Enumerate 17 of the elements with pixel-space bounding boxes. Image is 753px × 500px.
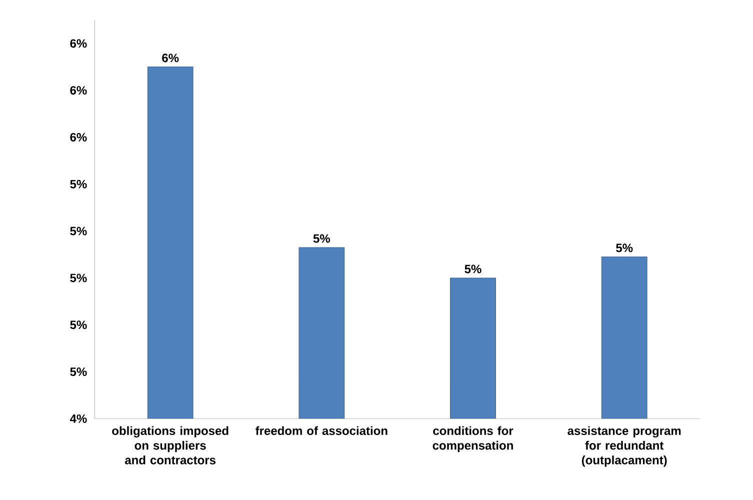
y-tick-label: 5% (70, 226, 87, 236)
x-tick-label: conditions for compensation (432, 426, 514, 452)
data-label: 6% (162, 54, 179, 62)
y-tick-label: 6% (70, 86, 87, 95)
x-tick-label: freedom of association (256, 426, 388, 436)
y-tick-label: 6% (70, 133, 87, 142)
data-label: 5% (313, 234, 330, 243)
data-label: 5% (464, 264, 482, 274)
data-label: 5% (616, 244, 633, 252)
y-tick-label: 5% (70, 320, 87, 330)
y-tick-label: 5% (70, 368, 87, 376)
x-tick-label: obligations imposed on suppliers and contractors (112, 426, 228, 464)
y-tick-label: 5% (70, 180, 87, 188)
y-tick-label: 4% (70, 414, 87, 423)
y-tick-label: 6% (70, 39, 87, 48)
y-tick-label: 5% (70, 274, 87, 282)
x-tick-label: assistance program for redundant (outplacament) (568, 426, 681, 467)
